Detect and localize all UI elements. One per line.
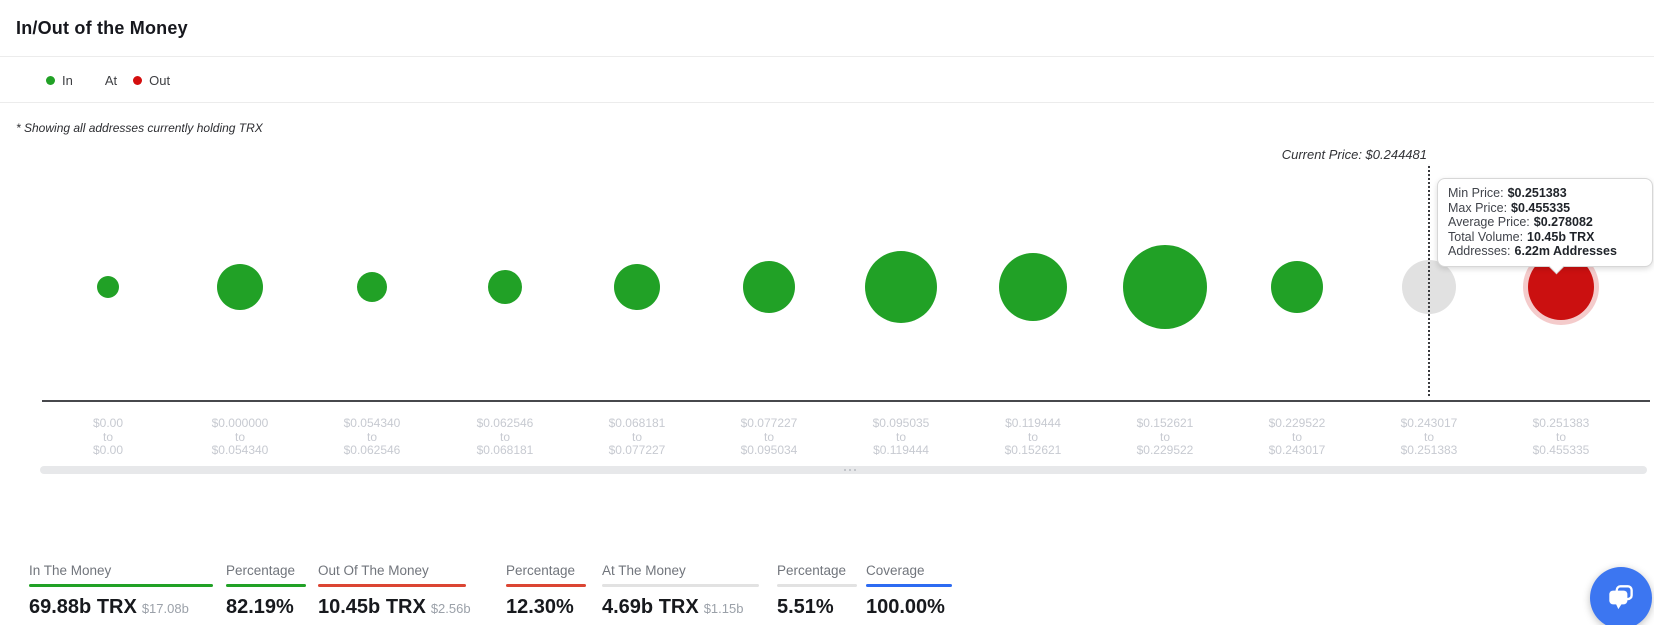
bubble-in[interactable] xyxy=(614,264,660,310)
x-axis-range-label: $0.229522 to $0.243017 xyxy=(1268,416,1326,457)
stat-at-the-money: At The Money 4.69b TRX $1.15b xyxy=(602,563,759,619)
in-dot-icon xyxy=(46,75,55,85)
summary-stats: In The Money 69.88b TRX $17.08b Percentag… xyxy=(0,563,1654,625)
x-axis-range-label: $0.000000 to $0.054340 xyxy=(211,416,269,457)
x-axis-line xyxy=(42,400,1650,402)
page-title: In/Out of the Money xyxy=(16,17,188,38)
tooltip-addresses: Addresses: 6.22m Addresses xyxy=(1448,244,1617,259)
holdings-note: * Showing all addresses currently holdin… xyxy=(16,121,263,135)
legend-item-out[interactable]: Out xyxy=(133,73,170,88)
widget-header: In/Out of the Money xyxy=(0,0,1654,57)
legend-label: In xyxy=(62,72,73,88)
scrollbar-grip-icon[interactable] xyxy=(843,469,856,471)
stat-out-percentage: Percentage 12.30% xyxy=(506,563,586,619)
current-price-label: Current Price: $0.244481 xyxy=(1281,147,1427,162)
bubble-in[interactable] xyxy=(743,261,795,313)
bubble-in[interactable] xyxy=(97,276,119,298)
tooltip-total-volume: Total Volume: 10.45b TRX xyxy=(1448,229,1595,244)
legend-label: At xyxy=(104,72,118,88)
bubble-in[interactable] xyxy=(1271,261,1323,313)
x-axis-range-label: $0.251383 to $0.455335 xyxy=(1532,416,1590,457)
tooltip-average-price: Average Price: $0.278082 xyxy=(1448,215,1593,230)
chart-scrollbar[interactable] xyxy=(40,466,1647,474)
bubble-in[interactable] xyxy=(217,264,263,310)
stat-coverage: Coverage 100.00% xyxy=(866,563,952,619)
x-axis-range-label: $0.243017 to $0.251383 xyxy=(1400,416,1458,457)
x-axis-range-label: $0.152621 to $0.229522 xyxy=(1136,416,1194,457)
stat-at-percentage: Percentage 5.51% xyxy=(777,563,857,619)
x-axis-range-label: $0.095035 to $0.119444 xyxy=(872,416,930,457)
stat-in-percentage: Percentage 82.19% xyxy=(226,563,306,619)
bubble-in[interactable] xyxy=(1123,245,1207,329)
tooltip-min-price: Min Price: $0.251383 xyxy=(1448,186,1567,200)
legend-label: Out xyxy=(149,72,171,88)
x-axis-range-label: $0.068181 to $0.077227 xyxy=(608,416,666,457)
bubble-in[interactable] xyxy=(865,251,937,323)
bubble-in[interactable] xyxy=(999,253,1067,321)
tooltip-max-price: Max Price: $0.455335 xyxy=(1448,200,1571,215)
bubble-tooltip: Min Price: $0.251383 Max Price: $0.455335 … xyxy=(1437,178,1653,275)
out-dot-icon xyxy=(133,75,143,85)
x-axis-range-label: $0.00 to $0.00 xyxy=(92,416,124,457)
chat-bubbles-icon xyxy=(1604,581,1638,615)
x-axis-range-label: $0.077227 to $0.095034 xyxy=(740,416,798,457)
chat-launcher-button[interactable] xyxy=(1590,567,1652,625)
bubble-in[interactable] xyxy=(357,272,387,302)
current-price-line xyxy=(1428,166,1430,396)
bubble-in[interactable] xyxy=(488,270,522,304)
legend-bar: In At Out xyxy=(0,58,1654,103)
x-axis-labels: $0.00 to $0.00 $0.000000 to $0.054340 $0.05434… xyxy=(0,416,1654,465)
stat-out-of-the-money: Out Of The Money 10.45b TRX $2.56b xyxy=(318,563,471,618)
stat-in-the-money: In The Money 69.88b TRX $17.08b xyxy=(29,563,213,619)
x-axis-range-label: $0.119444 to $0.152621 xyxy=(1004,416,1062,457)
x-axis-range-label: $0.062546 to $0.068181 xyxy=(476,416,534,457)
x-axis-range-label: $0.054340 to $0.062546 xyxy=(343,416,401,457)
legend-item-in[interactable]: In xyxy=(46,73,73,88)
legend-item-at[interactable]: At xyxy=(89,73,117,88)
